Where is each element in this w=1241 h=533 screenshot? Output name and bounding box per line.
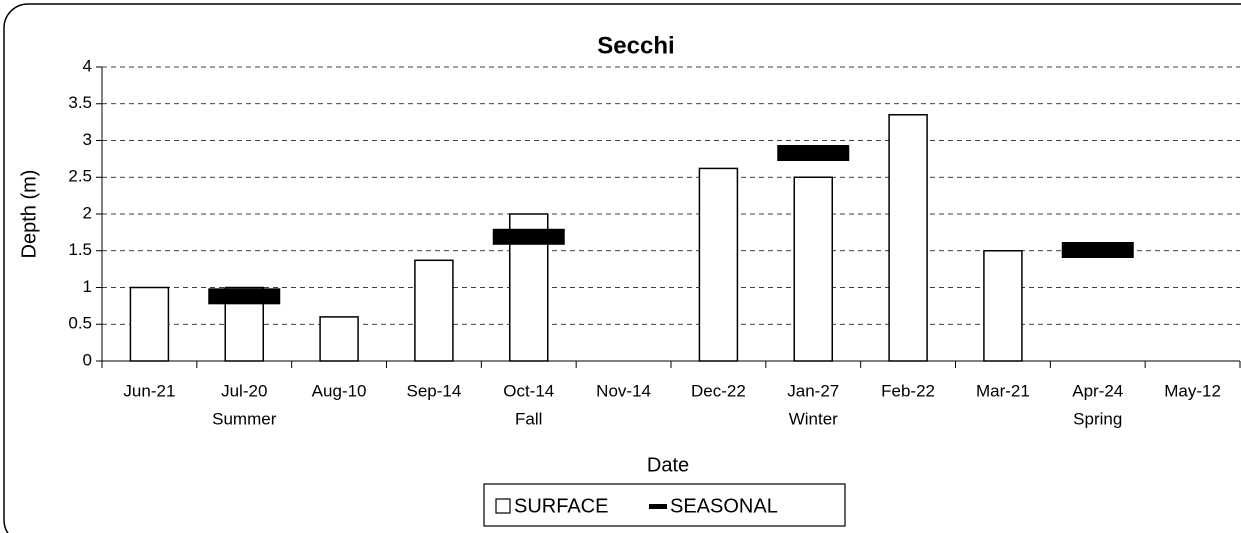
x-tick-label: Jul-20	[221, 381, 267, 400]
bar	[888, 114, 928, 362]
bar	[983, 250, 1023, 362]
y-tick-label: 4	[83, 56, 92, 75]
x-tick-label: Jan-27	[787, 381, 839, 400]
y-tick-label: 3.5	[68, 93, 92, 112]
bar	[319, 316, 359, 362]
seasonal-marker	[1061, 242, 1134, 259]
x-tick-label: Jun-21	[123, 381, 175, 400]
legend-swatch	[649, 504, 667, 509]
bar	[129, 286, 170, 362]
x-axis-label: Date	[647, 454, 689, 476]
x-tick-label: Sep-14	[407, 381, 462, 400]
x-tick-label: Nov-14	[596, 381, 651, 400]
x-tick-label: May-12	[1164, 381, 1221, 400]
x-tick-label: Dec-22	[691, 381, 746, 400]
chart-title: Secchi	[597, 32, 674, 59]
x-tick-sublabel: Winter	[789, 409, 838, 428]
x-tick-label: Feb-22	[881, 381, 935, 400]
seasonal-marker	[492, 228, 565, 245]
y-tick-label: 2.5	[68, 167, 92, 186]
legend-swatch	[495, 498, 511, 514]
legend-label: SEASONAL	[670, 495, 778, 517]
x-tick-label: Aug-10	[312, 381, 367, 400]
x-tick-label: Mar-21	[976, 381, 1030, 400]
x-tick-label: Oct-14	[503, 381, 554, 400]
y-tick-label: 3	[83, 130, 92, 149]
y-tick-label: 1.5	[68, 240, 92, 259]
chart-frame	[3, 3, 1241, 533]
bar	[793, 176, 833, 362]
seasonal-marker	[208, 288, 281, 305]
bar	[698, 167, 739, 362]
y-axis-label: Depth (m)	[18, 170, 40, 259]
y-tick-label: 2	[83, 203, 92, 222]
y-tick-label: 1	[83, 277, 92, 296]
bar	[414, 259, 454, 362]
y-tick-label: 0.5	[68, 314, 92, 333]
legend-label: SURFACE	[514, 495, 608, 517]
x-tick-sublabel: Summer	[212, 409, 277, 428]
x-tick-sublabel: Fall	[515, 409, 542, 428]
x-tick-label: Apr-24	[1072, 381, 1123, 400]
x-tick-sublabel: Spring	[1073, 409, 1122, 428]
seasonal-marker	[777, 144, 850, 161]
y-tick-label: 0	[83, 350, 92, 369]
